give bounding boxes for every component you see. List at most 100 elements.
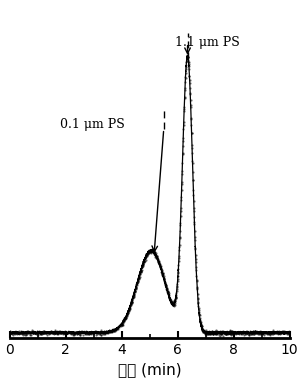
Point [85, 329, 89, 335]
Point [151, 246, 156, 252]
Point [222, 330, 226, 336]
Point [171, 303, 176, 309]
Point [137, 273, 142, 279]
Point [124, 311, 129, 317]
Point [246, 332, 251, 338]
Point [140, 263, 144, 269]
Point [215, 328, 219, 334]
Point [141, 260, 146, 267]
Point [256, 331, 261, 337]
Point [222, 329, 227, 336]
Point [103, 330, 108, 336]
Point [226, 329, 230, 335]
Point [214, 331, 219, 337]
Point [267, 329, 271, 335]
Point [116, 324, 121, 330]
Point [171, 299, 176, 305]
Point [285, 331, 290, 337]
Point [221, 329, 226, 335]
Point [157, 261, 161, 267]
Point [70, 331, 75, 337]
Point [157, 262, 162, 268]
Point [286, 329, 291, 336]
Point [162, 276, 167, 282]
Point [40, 328, 45, 334]
Point [171, 302, 176, 308]
Point [269, 331, 274, 337]
Point [173, 297, 178, 303]
Point [142, 258, 147, 264]
Point [101, 331, 106, 337]
Point [161, 270, 165, 276]
Point [205, 329, 209, 336]
Point [217, 329, 222, 335]
Point [180, 168, 185, 174]
Point [8, 330, 13, 336]
Point [193, 246, 198, 252]
Point [164, 286, 169, 292]
Point [203, 331, 208, 337]
Point [152, 249, 157, 255]
Point [80, 328, 85, 334]
Point [167, 296, 172, 302]
Point [185, 52, 190, 59]
Point [127, 306, 132, 312]
Point [130, 299, 134, 305]
Point [121, 317, 126, 323]
Point [138, 268, 143, 275]
Point [251, 328, 256, 334]
Point [201, 329, 206, 335]
Point [211, 331, 216, 337]
Point [270, 331, 275, 337]
Point [127, 305, 132, 311]
Point [179, 187, 184, 193]
Point [142, 259, 147, 265]
Point [166, 291, 171, 297]
Point [215, 329, 220, 335]
Point [43, 330, 47, 336]
Point [248, 331, 253, 337]
Point [29, 332, 33, 338]
Point [169, 300, 174, 306]
Point [169, 299, 174, 305]
Point [205, 329, 209, 335]
Point [231, 331, 236, 337]
Point [205, 329, 210, 335]
Point [160, 270, 165, 276]
Point [181, 138, 186, 144]
Point [51, 331, 56, 337]
Point [123, 316, 128, 322]
Point [108, 329, 113, 336]
Point [274, 330, 278, 336]
Point [159, 266, 164, 272]
Point [157, 260, 162, 266]
Point [96, 329, 101, 336]
Point [189, 141, 194, 147]
Point [58, 330, 63, 336]
Point [223, 331, 228, 337]
Point [69, 330, 74, 336]
Point [89, 330, 94, 336]
Point [186, 58, 191, 64]
Point [198, 319, 203, 325]
Point [168, 299, 173, 305]
Point [174, 286, 179, 292]
Point [221, 329, 226, 336]
Point [59, 329, 64, 336]
Point [226, 330, 231, 336]
Point [85, 331, 90, 337]
Point [195, 295, 200, 301]
Point [202, 327, 206, 334]
Point [126, 308, 130, 314]
Point [179, 178, 184, 185]
Point [227, 327, 232, 333]
Point [183, 70, 188, 76]
Point [202, 329, 207, 335]
Point [111, 326, 116, 332]
Point [282, 329, 286, 335]
Point [118, 322, 123, 328]
Point [154, 255, 158, 261]
Point [175, 276, 180, 282]
Point [185, 54, 190, 60]
Point [174, 284, 179, 290]
